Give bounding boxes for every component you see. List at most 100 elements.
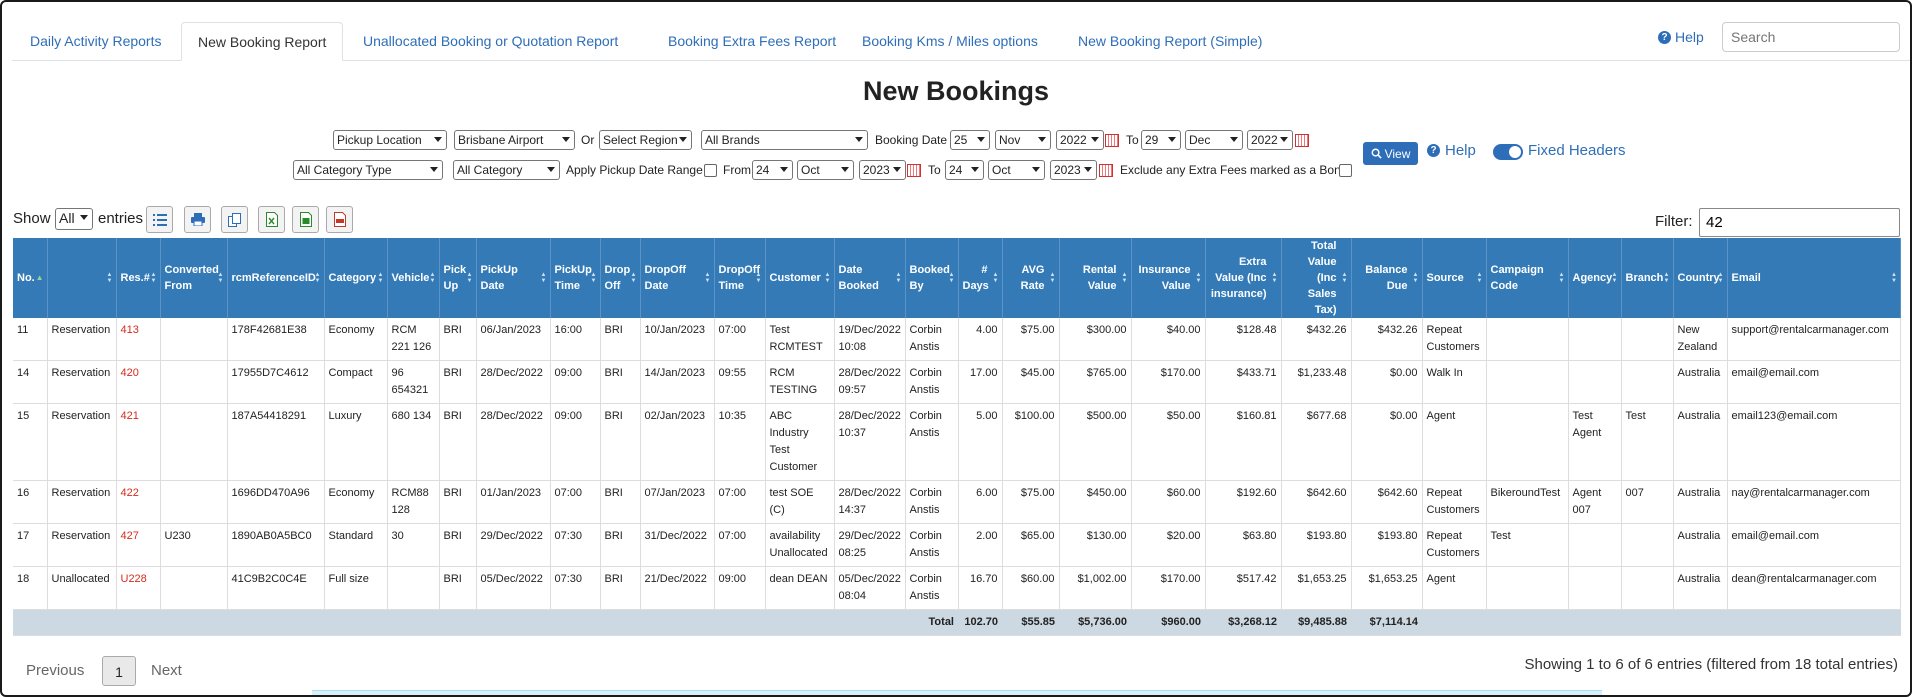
- location-type-select[interactable]: Pickup Location: [333, 130, 447, 150]
- column-header[interactable]: Country: [1673, 238, 1728, 318]
- pdf-export-button[interactable]: [326, 206, 353, 233]
- apply-pickup-checkbox[interactable]: [704, 164, 717, 177]
- column-header[interactable]: Agency: [1568, 238, 1622, 318]
- reservation-link[interactable]: 420: [116, 360, 161, 404]
- column-header[interactable]: Total Value (Inc Sales Tax): [1281, 238, 1352, 318]
- table-cell: 14: [13, 360, 48, 404]
- table-cell: $432.26: [1281, 318, 1352, 361]
- pickup-to-month-select[interactable]: Oct: [988, 160, 1045, 180]
- region-select[interactable]: Select Region: [599, 130, 692, 150]
- column-header[interactable]: rcmReferenceID: [227, 238, 325, 318]
- column-header[interactable]: Balance Due: [1351, 238, 1423, 318]
- view-button[interactable]: View: [1363, 142, 1418, 165]
- booking-to-day-select[interactable]: 29: [1141, 130, 1181, 150]
- location-select[interactable]: Brisbane Airport: [454, 130, 575, 150]
- table-row[interactable]: 18 Unallocated U228 41C9B2C0C4E Full size BRI…: [13, 566, 1901, 610]
- next-page-button[interactable]: Next: [151, 662, 182, 679]
- column-header[interactable]: Vehicle: [387, 238, 440, 318]
- reservation-link[interactable]: U228: [116, 566, 161, 610]
- booking-from-day-select[interactable]: 25: [950, 130, 990, 150]
- pickup-from-month-select[interactable]: Oct: [797, 160, 854, 180]
- booking-to-year-select[interactable]: 2022: [1247, 130, 1293, 150]
- total-empty-cell: [765, 609, 834, 636]
- category-type-select[interactable]: All Category Type: [293, 160, 443, 180]
- calendar-icon[interactable]: [907, 164, 921, 177]
- booking-from-month-select[interactable]: Nov: [995, 130, 1051, 150]
- table-cell: 96 654321: [387, 360, 440, 404]
- table-cell: BikeroundTest: [1486, 480, 1569, 524]
- brand-select[interactable]: All Brands: [701, 130, 868, 150]
- column-header[interactable]: Customer: [765, 238, 835, 318]
- reservation-link[interactable]: 427: [116, 523, 161, 567]
- fixed-headers-toggle[interactable]: [1493, 144, 1523, 160]
- table-cell: [1486, 360, 1569, 404]
- pickup-from-day-select[interactable]: 24: [752, 160, 793, 180]
- column-header[interactable]: DropOff Time: [714, 238, 766, 318]
- pickup-from-year-select[interactable]: 2023: [859, 160, 906, 180]
- column-header[interactable]: Insurance Value: [1131, 238, 1206, 318]
- column-header[interactable]: Res.#: [116, 238, 161, 318]
- table-row[interactable]: 14 Reservation 420 17955D7C4612 Compact 96 65…: [13, 360, 1901, 404]
- copy-button[interactable]: [221, 206, 248, 233]
- table-row[interactable]: 11 Reservation 413 178F42681E38 Economy RCM 2…: [13, 318, 1901, 361]
- column-header[interactable]: Extra Value (Inc insurance): [1205, 238, 1282, 318]
- tab-booking-kms-miles-options[interactable]: Booking Kms / Miles options: [862, 33, 1038, 49]
- table-cell: 28/Dec/2022: [476, 403, 551, 481]
- column-header[interactable]: AVG Rate: [1002, 238, 1060, 318]
- table-row[interactable]: 16 Reservation 422 1696DD470A96 Economy RCM88…: [13, 480, 1901, 524]
- reservation-link[interactable]: 413: [116, 318, 161, 361]
- column-header[interactable]: Source: [1422, 238, 1487, 318]
- tab-unallocated-booking-report[interactable]: Unallocated Booking or Quotation Report: [363, 33, 619, 49]
- column-header[interactable]: Rental Value: [1059, 238, 1132, 318]
- column-header[interactable]: # Days: [958, 238, 1003, 318]
- column-header[interactable]: Branch: [1621, 238, 1674, 318]
- table-cell: Test RCMTEST: [765, 318, 835, 361]
- column-header[interactable]: DropOff Date: [640, 238, 715, 318]
- calendar-icon[interactable]: [1105, 134, 1119, 147]
- tab-daily-activity-reports[interactable]: Daily Activity Reports: [30, 33, 162, 49]
- booking-to-month-select[interactable]: Dec: [1185, 130, 1243, 150]
- reservation-link[interactable]: 421: [116, 403, 161, 481]
- pickup-to-year-select[interactable]: 2023: [1050, 160, 1097, 180]
- column-visibility-button[interactable]: [146, 206, 173, 233]
- show-entries-select[interactable]: All: [55, 208, 93, 230]
- column-header[interactable]: [47, 238, 117, 318]
- category-select[interactable]: All Category: [453, 160, 560, 180]
- print-button[interactable]: [184, 206, 211, 233]
- column-header[interactable]: Campaign Code: [1486, 238, 1569, 318]
- total-empty-cell: [324, 609, 387, 636]
- column-header[interactable]: Drop Off: [600, 238, 641, 318]
- tab-booking-extra-fees-report[interactable]: Booking Extra Fees Report: [668, 33, 837, 49]
- total-balance: $7,114.14: [1351, 609, 1422, 636]
- table-cell: BRI: [600, 480, 641, 524]
- booking-from-year-select[interactable]: 2022: [1056, 130, 1104, 150]
- filter-input[interactable]: [1699, 208, 1900, 237]
- column-header[interactable]: Pick Up: [439, 238, 477, 318]
- filter-help-link[interactable]: ? Help: [1427, 142, 1476, 159]
- table-cell: support@rentalcarmanager.com: [1727, 318, 1901, 361]
- csv-export-button[interactable]: [292, 206, 319, 233]
- pickup-to-day-select[interactable]: 24: [945, 160, 984, 180]
- column-header[interactable]: PickUp Date: [476, 238, 551, 318]
- tab-new-booking-report[interactable]: New Booking Report: [181, 22, 344, 61]
- column-header[interactable]: Email: [1727, 238, 1901, 318]
- page-1-button[interactable]: 1: [102, 656, 136, 686]
- help-link[interactable]: ? Help: [1658, 29, 1704, 45]
- reservation-link[interactable]: 422: [116, 480, 161, 524]
- previous-page-button[interactable]: Previous: [26, 662, 85, 679]
- table-row[interactable]: 17 Reservation 427 U230 1890AB0A5BC0 Standard…: [13, 523, 1901, 567]
- calendar-icon[interactable]: [1295, 134, 1309, 147]
- excel-export-button[interactable]: [258, 206, 285, 233]
- tab-new-booking-report-simple[interactable]: New Booking Report (Simple): [1078, 33, 1263, 49]
- column-header[interactable]: Date Booked: [834, 238, 906, 318]
- calendar-icon[interactable]: [1099, 164, 1113, 177]
- search-input[interactable]: [1722, 22, 1900, 52]
- table-row[interactable]: 15 Reservation 421 187A54418291 Luxury 680 13…: [13, 403, 1901, 481]
- column-header[interactable]: PickUp Time: [550, 238, 601, 318]
- column-header[interactable]: Category: [324, 238, 388, 318]
- exclude-bond-checkbox[interactable]: [1339, 164, 1352, 177]
- column-header[interactable]: Converted From: [160, 238, 228, 318]
- column-header[interactable]: Booked By: [905, 238, 959, 318]
- table-cell: [1621, 318, 1674, 361]
- column-header[interactable]: No.: [13, 238, 48, 318]
